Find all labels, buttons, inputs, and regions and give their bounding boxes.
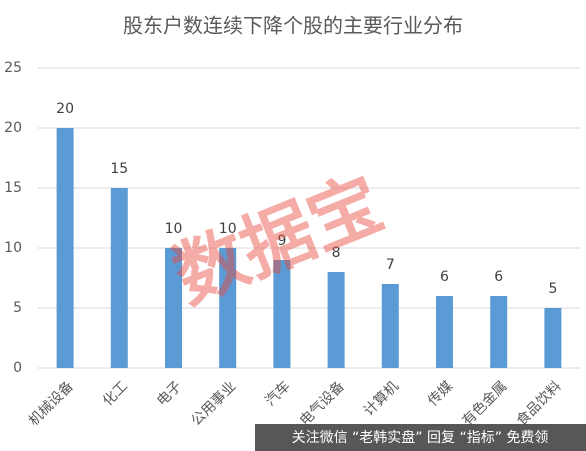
bar xyxy=(436,296,453,368)
bar xyxy=(327,272,345,368)
bar xyxy=(56,128,74,368)
y-tick-label: 25 xyxy=(4,60,22,76)
data-label: 6 xyxy=(494,269,503,285)
x-tick-label: 化工 xyxy=(100,378,131,409)
bar xyxy=(110,188,128,368)
data-label: 10 xyxy=(219,221,237,237)
bar xyxy=(219,248,237,368)
x-tick-label: 汽车 xyxy=(262,378,294,410)
y-tick-label: 5 xyxy=(13,300,22,316)
y-tick-label: 15 xyxy=(4,180,22,196)
x-tick-label: 机械设备 xyxy=(25,378,77,430)
x-tick-label: 公用事业 xyxy=(188,378,239,429)
x-tick-label: 电子 xyxy=(154,378,185,409)
data-label: 20 xyxy=(56,101,74,117)
footer-text: 关注微信 “老韩实盘” 回复 “指标” 免费领 xyxy=(292,429,549,446)
chart-title: 股东户数连续下降个股的主要行业分布 xyxy=(123,14,463,38)
footer-bg xyxy=(255,424,586,451)
data-label: 8 xyxy=(332,245,341,261)
data-label: 6 xyxy=(440,269,449,285)
y-tick-label: 10 xyxy=(4,240,22,256)
y-tick-label: 0 xyxy=(13,360,22,376)
x-tick-label: 传媒 xyxy=(425,378,456,409)
x-tick-label: 电气设备 xyxy=(296,378,348,430)
bar xyxy=(165,248,182,368)
bar xyxy=(381,284,399,368)
bar xyxy=(544,308,562,368)
x-tick-label: 计算机 xyxy=(361,378,402,419)
data-label: 7 xyxy=(386,257,395,273)
data-label: 10 xyxy=(165,221,183,237)
bar xyxy=(273,260,291,368)
x-tick-label: 有色金属 xyxy=(459,378,511,430)
data-label: 15 xyxy=(110,161,128,177)
y-tick-label: 20 xyxy=(4,120,22,136)
x-tick-label: 食品饮料 xyxy=(513,378,565,430)
data-label: 9 xyxy=(277,233,286,249)
bar xyxy=(490,296,508,368)
data-label: 5 xyxy=(548,281,557,297)
